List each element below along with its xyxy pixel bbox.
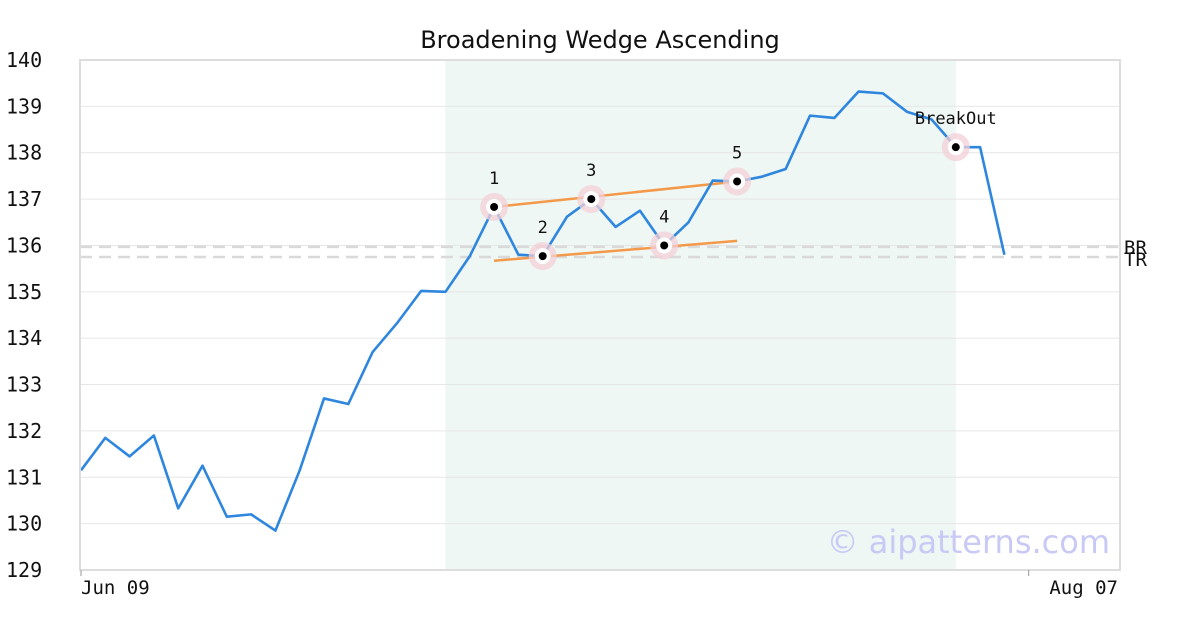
y-tick-label: 139: [6, 94, 42, 118]
y-tick-label: 131: [6, 465, 42, 489]
y-tick-label: 133: [6, 373, 42, 397]
pattern-point-label: 4: [659, 207, 669, 227]
y-tick-label: 137: [6, 187, 42, 211]
plot-frame: [79, 59, 1121, 571]
y-tick-label: 135: [6, 280, 42, 304]
pattern-point-label: BreakOut: [915, 109, 997, 129]
pattern-point: [587, 195, 596, 204]
y-tick-label: 140: [6, 48, 42, 72]
y-tick-label: 136: [6, 233, 42, 257]
pattern-point-label: 3: [586, 161, 596, 181]
highlight-region: [445, 60, 956, 570]
chart-title: Broadening Wedge Ascending: [420, 26, 780, 54]
y-tick-label: 132: [6, 419, 42, 443]
reference-label-br: BR: [1124, 237, 1147, 259]
trend-line-upper: [493, 180, 738, 209]
pattern-point-label: 2: [538, 218, 548, 238]
x-tick-label: Jun 09: [81, 577, 150, 599]
pattern-point-label: 1: [489, 169, 499, 189]
y-tick-label: 130: [6, 512, 42, 536]
y-tick-label: 129: [6, 558, 42, 582]
x-tick-label: Aug 07: [1049, 577, 1118, 599]
pattern-point: [733, 177, 742, 186]
y-tick-label: 138: [6, 141, 42, 165]
reference-label-tr: TR: [1124, 249, 1147, 271]
watermark: © aipatterns.com: [827, 523, 1110, 561]
x-axis: Jun 09 Aug 07: [80, 570, 1118, 599]
pattern-point: [490, 202, 499, 211]
pattern-point: [660, 241, 669, 250]
pattern-markers: 1 2 3 4 5 BreakOut: [480, 109, 997, 271]
pattern-point: [951, 143, 960, 152]
pattern-point: [538, 252, 547, 261]
pattern-point-label: 5: [732, 143, 742, 163]
y-axis: 129 130 131 132 133 134 135 136 137 138 139 140: [6, 48, 42, 582]
y-tick-label: 134: [6, 326, 42, 350]
